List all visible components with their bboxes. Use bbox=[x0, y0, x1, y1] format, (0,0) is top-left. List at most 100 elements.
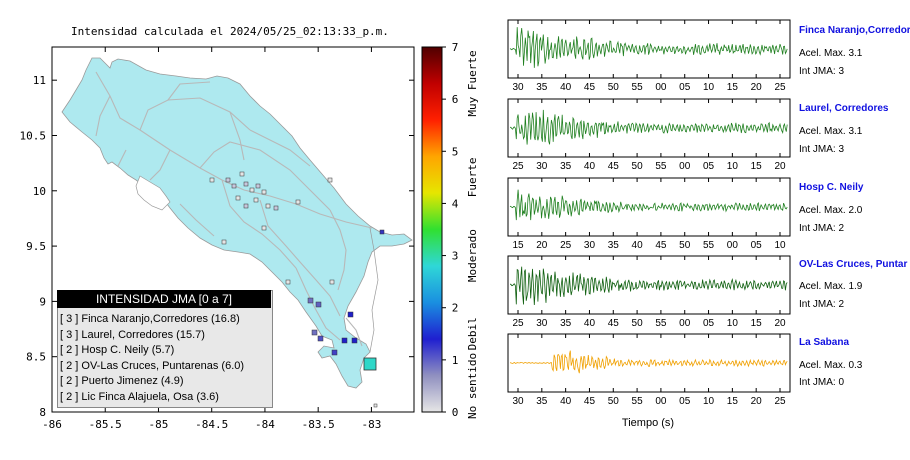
waveform-tick-label: 55 bbox=[655, 161, 667, 172]
waveform-tick-label: 00 bbox=[679, 161, 691, 172]
waveform-tick-label: 05 bbox=[679, 396, 691, 407]
station-marker bbox=[295, 199, 301, 205]
waveform-panel bbox=[507, 19, 791, 79]
waveform-trace bbox=[509, 27, 788, 68]
waveform-panel bbox=[507, 98, 791, 158]
waveform-tick-label: 30 bbox=[536, 318, 548, 329]
station-marker bbox=[249, 187, 255, 193]
waveform-tick-label: 45 bbox=[608, 161, 620, 172]
station-marker bbox=[373, 403, 378, 408]
y-tick-label: 8.5 bbox=[26, 351, 46, 364]
waveform-panel bbox=[507, 333, 791, 393]
waveform-tick-label: 10 bbox=[774, 240, 786, 251]
waveform-tick-label: 00 bbox=[655, 396, 667, 407]
map-title: Intensidad calculada el 2024/05/25_02:13… bbox=[71, 25, 389, 38]
station-marker bbox=[273, 205, 279, 211]
waveform-tick-label: 20 bbox=[751, 396, 763, 407]
x-tick-label: -85 bbox=[149, 418, 169, 431]
waveform-tick-label: 45 bbox=[584, 82, 596, 93]
colorbar-category: Fuerte bbox=[466, 157, 479, 197]
waveform-tick-label: 45 bbox=[655, 240, 667, 251]
waveform-tick-label: 25 bbox=[774, 396, 786, 407]
station-jma: Int JMA: 3 bbox=[799, 66, 845, 77]
panama-border bbox=[369, 227, 379, 353]
waveform-tick-label: 40 bbox=[632, 240, 644, 251]
station-marker bbox=[327, 177, 333, 183]
station-marker bbox=[331, 349, 338, 356]
station-marker bbox=[351, 337, 358, 344]
x-tick-label: -84 bbox=[255, 418, 275, 431]
waveform-tick-label: 00 bbox=[679, 318, 691, 329]
colorbar-tick-label: 4 bbox=[452, 197, 459, 210]
waveform-tick-label: 20 bbox=[774, 161, 786, 172]
station-marker bbox=[235, 195, 241, 201]
waveform-tick-label: 35 bbox=[536, 396, 548, 407]
waveform-tick-label: 10 bbox=[703, 396, 715, 407]
waveform-tick-label: 40 bbox=[584, 161, 596, 172]
station-marker bbox=[329, 279, 335, 285]
intensity-legend bbox=[57, 290, 273, 408]
station-marker bbox=[243, 203, 249, 209]
road-network bbox=[95, 71, 373, 347]
colorbar-category: Debil bbox=[466, 317, 479, 350]
y-tick-label: 9 bbox=[39, 295, 46, 308]
colorbar-category: Moderado bbox=[466, 229, 479, 282]
waveform-tick-label: 35 bbox=[560, 161, 572, 172]
station-marker bbox=[225, 177, 231, 183]
station-marker bbox=[315, 301, 322, 308]
waveform-tick-label: 25 bbox=[512, 318, 524, 329]
legend-title: INTENSIDAD JMA [0 a 7] bbox=[57, 290, 271, 308]
waveform-tick-label: 35 bbox=[560, 318, 572, 329]
waveform-trace bbox=[509, 266, 788, 306]
waveform-tick-label: 10 bbox=[727, 161, 739, 172]
station-jma: Int JMA: 0 bbox=[799, 377, 845, 388]
waveform-tick-label: 40 bbox=[560, 396, 572, 407]
colorbar-tick-label: 1 bbox=[452, 354, 459, 367]
y-tick-label: 8 bbox=[39, 406, 46, 419]
legend-item: [ 3 ] Laurel, Corredores (15.7) bbox=[60, 328, 205, 341]
x-tick-label: -83.5 bbox=[302, 418, 335, 431]
waveform-tick-label: 05 bbox=[751, 240, 763, 251]
colorbar-tick-label: 5 bbox=[452, 145, 459, 158]
waveform-tick-label: 10 bbox=[727, 318, 739, 329]
colorbar-ticks: 0 1 2 3 4 5 6 7 bbox=[442, 41, 459, 419]
waveform-tick-label: 45 bbox=[584, 396, 596, 407]
waveform-tick-label: 00 bbox=[727, 240, 739, 251]
colorbar-tick-label: 2 bbox=[452, 302, 459, 315]
station-accel: Acel. Max. 3.1 bbox=[799, 48, 863, 59]
station-jma: Int JMA: 3 bbox=[799, 144, 845, 155]
y-tick-label: 9.5 bbox=[26, 240, 46, 253]
legend-item: [ 2 ] OV-Las Cruces, Puntarenas (6.0) bbox=[60, 359, 245, 372]
waveform-tick-label: 50 bbox=[632, 318, 644, 329]
waveform-tick-label: 25 bbox=[560, 240, 572, 251]
legend-item: [ 2 ] Puerto Jimenez (4.9) bbox=[60, 375, 184, 387]
x-tick-label: -86 bbox=[42, 418, 62, 431]
waveform-tick-label: 50 bbox=[608, 396, 620, 407]
waveform-tick-label: 15 bbox=[751, 161, 763, 172]
station-marker bbox=[209, 177, 215, 183]
station-name: OV-Las Cruces, Puntar bbox=[799, 259, 908, 270]
waveform-tick-label: 25 bbox=[512, 161, 524, 172]
station-accel: Acel. Max. 2.0 bbox=[799, 205, 863, 216]
waveform-tick-label: 20 bbox=[536, 240, 548, 251]
station-marker bbox=[231, 183, 237, 189]
waveform-tick-label: 30 bbox=[584, 240, 596, 251]
waveform-tick-label: 15 bbox=[751, 318, 763, 329]
x-tick-label: -85.5 bbox=[89, 418, 122, 431]
waveform-panels: 30 35 40 45 50 55 00 05 10 15 20 25 25 30 35 40 45 50 55 00… bbox=[507, 19, 791, 407]
station-name: La Sabana bbox=[799, 337, 850, 348]
colorbar-tick-label: 6 bbox=[452, 93, 459, 106]
colorbar-category: No sentido bbox=[466, 353, 479, 419]
colorbar-category: Muy Fuerte bbox=[466, 50, 479, 116]
waveform-tick-label: 05 bbox=[703, 161, 715, 172]
legend-item: [ 2 ] Lic Finca Alajuela, Osa (3.6) bbox=[60, 390, 219, 403]
waveform-tick-label: 30 bbox=[512, 396, 524, 407]
waveform-tick-label: 30 bbox=[512, 82, 524, 93]
colorbar-tick-label: 7 bbox=[452, 41, 459, 54]
waveform-tick-label: 55 bbox=[655, 318, 667, 329]
station-marker bbox=[379, 229, 385, 235]
station-marker bbox=[261, 225, 267, 231]
waveform-tick-label: 35 bbox=[536, 82, 548, 93]
legend-item: [ 3 ] Finca Naranjo,Corredores (16.8) bbox=[60, 313, 240, 325]
